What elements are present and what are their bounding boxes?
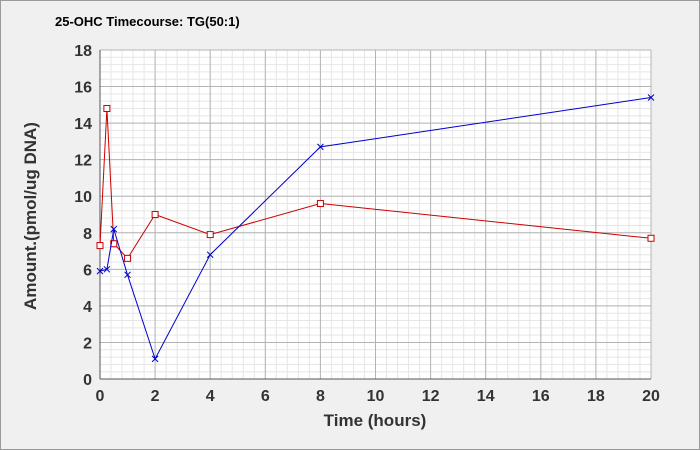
y-tick-label: 8 (83, 226, 92, 243)
x-tick-label: 4 (206, 388, 215, 405)
x-tick-label: 2 (151, 388, 160, 405)
y-tick-label: 6 (83, 262, 92, 279)
data-point (151, 355, 159, 363)
x-tick-label: 16 (532, 388, 550, 405)
y-tick-label: 4 (83, 299, 92, 316)
series-line (99, 97, 652, 361)
x-tick-label: 14 (477, 388, 495, 405)
data-point (206, 251, 214, 259)
data-point (316, 200, 324, 208)
x-tick-label: 8 (316, 388, 325, 405)
data-point (110, 225, 118, 233)
y-tick-label: 14 (74, 116, 92, 133)
chart-title: 25-OHC Timecourse: TG(50:1) (55, 14, 240, 29)
data-point (103, 104, 111, 112)
x-tick-label: 18 (587, 388, 605, 405)
x-tick-label: 10 (367, 388, 385, 405)
y-tick-label: 18 (74, 43, 92, 60)
x-tick-label: 20 (642, 388, 660, 405)
y-axis-label: Amount.(pmol/ug DNA) (21, 122, 40, 310)
y-tick-label: 16 (74, 80, 92, 97)
data-point (647, 234, 655, 242)
series-1 (96, 104, 655, 262)
y-tick-label: 2 (83, 335, 92, 352)
data-point (206, 231, 214, 239)
data-point (96, 242, 104, 250)
data-point (96, 267, 104, 275)
y-tick-label: 10 (74, 189, 92, 206)
data-point (151, 211, 159, 218)
x-tick-label: 6 (261, 388, 270, 405)
x-tick-label: 12 (422, 388, 440, 405)
series-line (99, 108, 652, 260)
x-tick-label: 0 (96, 388, 105, 405)
data-point (317, 143, 324, 151)
data-point (647, 94, 655, 101)
y-tick-label: 0 (83, 372, 92, 389)
data-point (110, 240, 118, 248)
data-point (103, 265, 111, 273)
data-point (124, 271, 131, 279)
data-point (124, 254, 132, 262)
series-2 (96, 94, 655, 363)
x-axis-label: Time (hours) (324, 411, 427, 430)
y-tick-label: 12 (74, 153, 92, 170)
